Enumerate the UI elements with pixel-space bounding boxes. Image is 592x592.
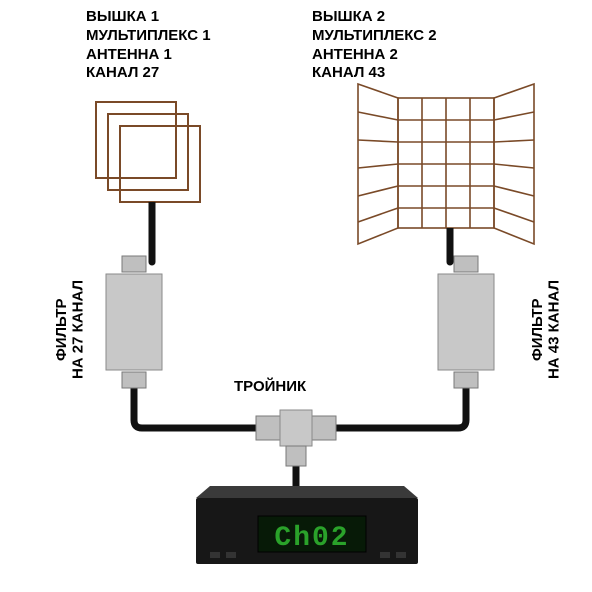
filter1-icon (106, 256, 162, 388)
schematic-svg: Ch02 (0, 0, 592, 592)
receiver-display: Ch02 (274, 523, 349, 554)
splitter-icon (256, 410, 336, 466)
receiver-icon: Ch02 (196, 486, 418, 564)
antenna2-icon (358, 84, 534, 252)
antenna1-icon (96, 102, 200, 226)
filter2-icon (438, 256, 494, 388)
